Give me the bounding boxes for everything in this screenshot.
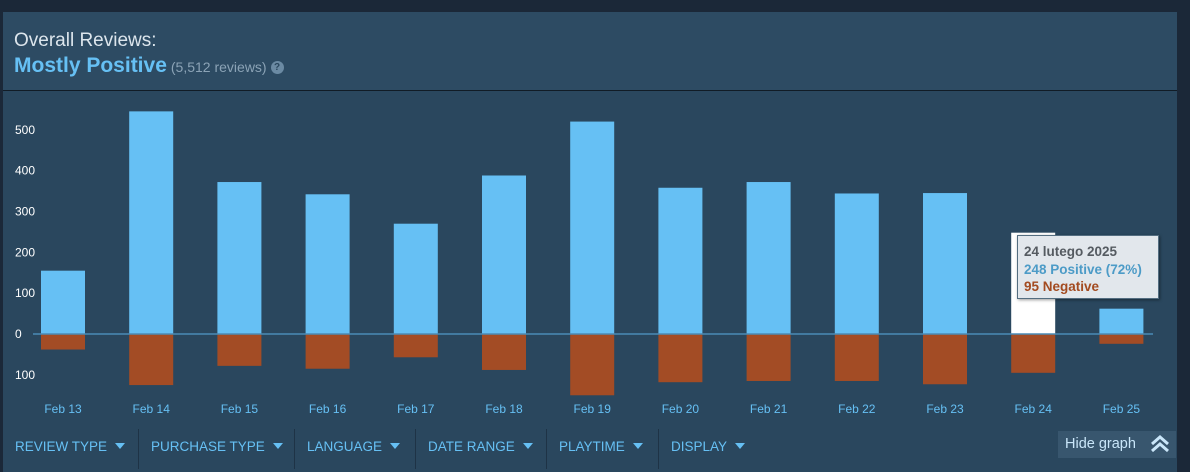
- y-tick-label: 200: [15, 245, 35, 259]
- double-chevron-up-icon: [1151, 435, 1169, 453]
- x-tick-label: Feb 14: [133, 402, 171, 416]
- filter-date-range[interactable]: DATE RANGE: [416, 429, 547, 469]
- positive-bar[interactable]: [746, 182, 791, 334]
- summary-row: Mostly Positive (5,512 reviews)?: [14, 54, 284, 78]
- x-tick-label: Feb 15: [221, 402, 259, 416]
- negative-bar[interactable]: [658, 334, 703, 383]
- negative-bar[interactable]: [305, 334, 350, 369]
- positive-bar[interactable]: [1099, 308, 1144, 334]
- negative-bar[interactable]: [1099, 334, 1144, 344]
- caret-down-icon: [522, 443, 533, 449]
- positive-bar[interactable]: [834, 193, 879, 334]
- tooltip-positive: 248 Positive (72%): [1024, 261, 1142, 277]
- x-tick-label: Feb 19: [574, 402, 612, 416]
- filter-label: REVIEW TYPE: [15, 439, 108, 454]
- caret-down-icon: [272, 443, 283, 449]
- overall-reviews-label: Overall Reviews:: [14, 30, 157, 51]
- filter-label: PURCHASE TYPE: [151, 439, 265, 454]
- positive-bar[interactable]: [41, 270, 85, 334]
- x-tick-label: Feb 24: [1015, 402, 1053, 416]
- help-icon[interactable]: ?: [270, 61, 284, 74]
- positive-bar[interactable]: [923, 193, 967, 334]
- x-tick-label: Feb 16: [309, 402, 347, 416]
- caret-down-icon: [115, 443, 126, 449]
- chart-tooltip: 24 lutego 2025 248 Positive (72%) 95 Neg…: [1017, 235, 1159, 299]
- caret-down-icon: [390, 443, 401, 449]
- negative-bar[interactable]: [923, 334, 967, 385]
- x-tick-label: Feb 22: [838, 402, 876, 416]
- negative-bar[interactable]: [41, 334, 85, 350]
- x-tick-label: Feb 25: [1103, 402, 1141, 416]
- positive-bar[interactable]: [217, 182, 262, 334]
- x-tick-label: Feb 20: [662, 402, 700, 416]
- negative-bar[interactable]: [482, 334, 526, 370]
- filter-label: PLAYTIME: [559, 439, 625, 454]
- x-tick-label: Feb 17: [397, 402, 435, 416]
- negative-bar[interactable]: [217, 334, 262, 366]
- hide-graph-button[interactable]: Hide graph: [1058, 431, 1176, 458]
- x-tick-label: Feb 21: [750, 402, 788, 416]
- x-tick-label: Feb 18: [485, 402, 523, 416]
- filter-bar: REVIEW TYPE PURCHASE TYPE LANGUAGE DATE …: [3, 429, 1177, 472]
- chart-area: Feb 13 Feb 14 Feb 15 Feb 16 Feb 17 Feb 18 Feb …: [3, 91, 1177, 428]
- positive-bar[interactable]: [305, 194, 350, 334]
- review-count: (5,512 reviews): [170, 59, 267, 75]
- filter-playtime[interactable]: PLAYTIME: [547, 429, 659, 469]
- positive-bar[interactable]: [393, 223, 438, 334]
- filter-label: DATE RANGE: [428, 439, 515, 454]
- caret-down-icon: [735, 443, 746, 449]
- filter-purchase-type[interactable]: PURCHASE TYPE: [139, 429, 295, 469]
- y-tick-label: 100: [15, 286, 35, 300]
- negative-bar[interactable]: [1011, 334, 1056, 373]
- negative-bar[interactable]: [129, 334, 174, 386]
- filter-language[interactable]: LANGUAGE: [295, 429, 416, 469]
- negative-bar[interactable]: [834, 334, 879, 381]
- reviews-chart: Feb 13 Feb 14 Feb 15 Feb 16 Feb 17 Feb 18 Feb …: [15, 111, 1153, 416]
- positive-bar[interactable]: [482, 175, 526, 334]
- review-summary[interactable]: Mostly Positive: [14, 54, 167, 77]
- y-tick-label: 400: [15, 164, 35, 178]
- negative-bar[interactable]: [746, 334, 791, 381]
- y-tick-label: 0: [15, 327, 22, 341]
- negative-bar[interactable]: [570, 334, 615, 396]
- review-histogram-panel: Overall Reviews: Mostly Positive (5,512 r…: [3, 12, 1177, 472]
- review-summary-header: Overall Reviews: Mostly Positive (5,512 r…: [3, 12, 1177, 91]
- negative-bar[interactable]: [393, 334, 438, 358]
- y-tick-label: 100: [15, 368, 35, 382]
- tooltip-date: 24 lutego 2025: [1024, 244, 1118, 259]
- y-tick-label: 300: [15, 204, 35, 218]
- tooltip-negative: 95 Negative: [1024, 279, 1100, 294]
- y-tick-label: 500: [15, 123, 35, 137]
- x-tick-label: Feb 13: [44, 402, 82, 416]
- x-tick-label: Feb 23: [926, 402, 964, 416]
- filter-display[interactable]: DISPLAY: [659, 429, 759, 469]
- filter-label: LANGUAGE: [307, 439, 383, 454]
- hide-graph-label: Hide graph: [1065, 436, 1136, 452]
- positive-bar[interactable]: [129, 111, 174, 335]
- positive-bar[interactable]: [658, 187, 703, 334]
- filter-review-type[interactable]: REVIEW TYPE: [3, 429, 139, 469]
- positive-bar[interactable]: [570, 121, 615, 334]
- filter-label: DISPLAY: [671, 439, 728, 454]
- caret-down-icon: [632, 443, 643, 449]
